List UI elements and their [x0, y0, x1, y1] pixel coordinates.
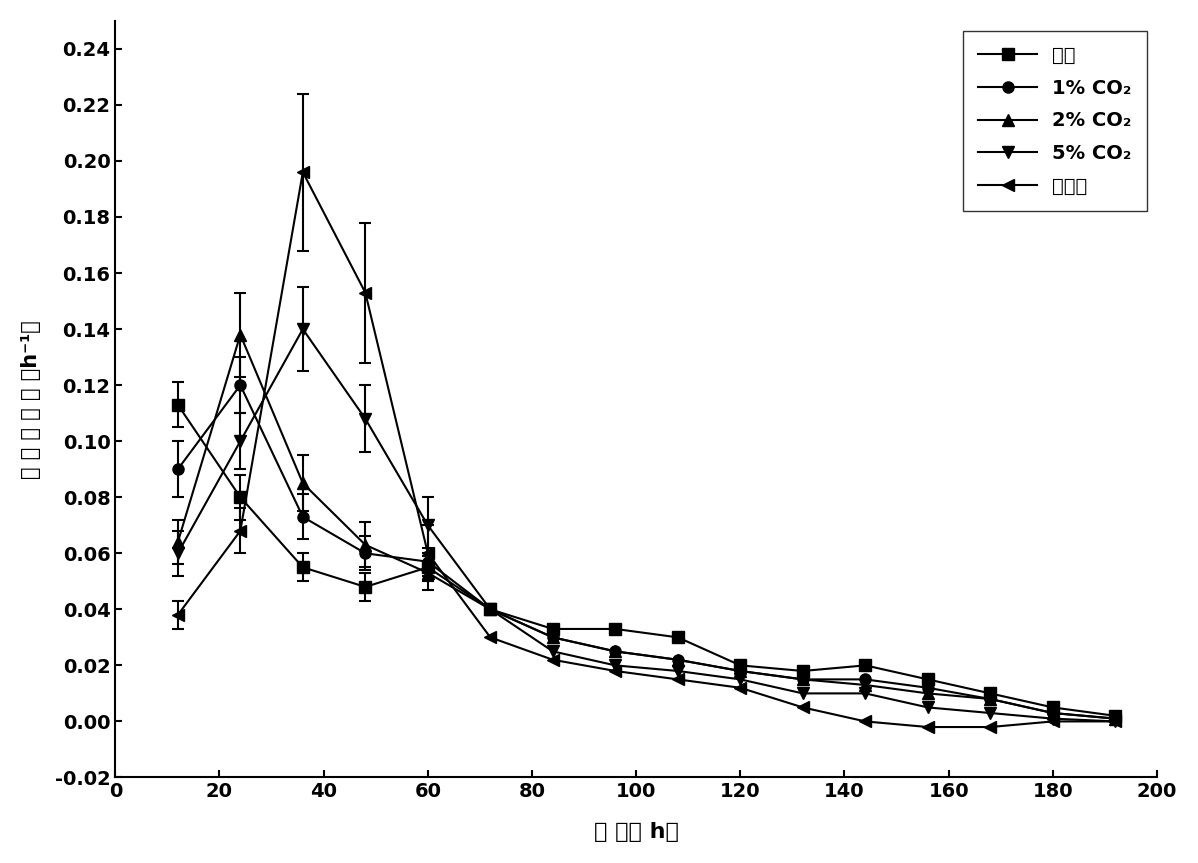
2% CO₂ [1108, 714, 1123, 724]
葡萄糖 [671, 674, 685, 684]
5% CO₂ [609, 660, 623, 671]
空气 [609, 624, 623, 634]
1% CO₂ [609, 646, 623, 657]
Y-axis label: 比 生 长 速 率 （h⁻¹）: 比 生 长 速 率 （h⁻¹） [20, 320, 41, 478]
2% CO₂ [795, 674, 810, 684]
Line: 1% CO₂: 1% CO₂ [173, 380, 1121, 724]
空气 [296, 562, 310, 572]
空气 [733, 660, 748, 671]
空气 [1108, 710, 1123, 721]
1% CO₂ [795, 674, 810, 684]
Line: 2% CO₂: 2% CO₂ [173, 329, 1121, 724]
空气 [234, 492, 248, 502]
葡萄糖 [984, 721, 998, 732]
5% CO₂ [358, 413, 373, 424]
葡萄糖 [733, 683, 748, 693]
2% CO₂ [733, 665, 748, 676]
Line: 5% CO₂: 5% CO₂ [173, 324, 1121, 727]
Line: 空气: 空气 [173, 400, 1121, 721]
5% CO₂ [795, 688, 810, 698]
空气 [1046, 702, 1060, 713]
葡萄糖 [358, 287, 373, 298]
葡萄糖 [420, 548, 435, 558]
葡萄糖 [920, 721, 934, 732]
2% CO₂ [984, 694, 998, 704]
5% CO₂ [858, 688, 872, 698]
1% CO₂ [733, 665, 748, 676]
5% CO₂ [545, 646, 559, 657]
1% CO₂ [920, 683, 934, 693]
2% CO₂ [1046, 708, 1060, 718]
5% CO₂ [170, 548, 184, 558]
1% CO₂ [296, 512, 310, 522]
2% CO₂ [858, 680, 872, 690]
2% CO₂ [234, 330, 248, 340]
X-axis label: 时 间（ h）: 时 间（ h） [594, 822, 678, 842]
空气 [420, 562, 435, 572]
空气 [483, 604, 497, 614]
空气 [358, 582, 373, 592]
2% CO₂ [170, 537, 184, 547]
葡萄糖 [170, 610, 184, 620]
5% CO₂ [483, 604, 497, 614]
1% CO₂ [358, 548, 373, 558]
5% CO₂ [733, 674, 748, 684]
葡萄糖 [545, 655, 559, 665]
2% CO₂ [420, 568, 435, 578]
5% CO₂ [1046, 714, 1060, 724]
葡萄糖 [296, 167, 310, 177]
葡萄糖 [858, 716, 872, 727]
2% CO₂ [545, 633, 559, 643]
葡萄糖 [234, 526, 248, 536]
1% CO₂ [483, 604, 497, 614]
1% CO₂ [984, 694, 998, 704]
空气 [858, 660, 872, 671]
空气 [920, 674, 934, 684]
1% CO₂ [1108, 714, 1123, 724]
5% CO₂ [920, 702, 934, 713]
2% CO₂ [358, 539, 373, 550]
葡萄糖 [483, 633, 497, 643]
1% CO₂ [858, 674, 872, 684]
2% CO₂ [920, 688, 934, 698]
Line: 葡萄糖: 葡萄糖 [173, 167, 1121, 733]
5% CO₂ [420, 520, 435, 531]
5% CO₂ [984, 708, 998, 718]
葡萄糖 [1108, 716, 1123, 727]
空气 [984, 688, 998, 698]
1% CO₂ [234, 380, 248, 390]
Legend: 空气, 1% CO₂, 2% CO₂, 5% CO₂, 葡萄糖: 空气, 1% CO₂, 2% CO₂, 5% CO₂, 葡萄糖 [963, 30, 1148, 211]
2% CO₂ [671, 655, 685, 665]
空气 [545, 624, 559, 634]
1% CO₂ [420, 557, 435, 567]
5% CO₂ [1108, 716, 1123, 727]
1% CO₂ [545, 633, 559, 643]
空气 [671, 633, 685, 643]
1% CO₂ [1046, 708, 1060, 718]
5% CO₂ [671, 665, 685, 676]
1% CO₂ [671, 655, 685, 665]
2% CO₂ [296, 478, 310, 488]
2% CO₂ [483, 604, 497, 614]
葡萄糖 [1046, 716, 1060, 727]
葡萄糖 [609, 665, 623, 676]
空气 [795, 665, 810, 676]
5% CO₂ [296, 324, 310, 334]
1% CO₂ [170, 464, 184, 475]
2% CO₂ [609, 646, 623, 657]
5% CO₂ [234, 436, 248, 446]
葡萄糖 [795, 702, 810, 713]
空气 [170, 400, 184, 410]
